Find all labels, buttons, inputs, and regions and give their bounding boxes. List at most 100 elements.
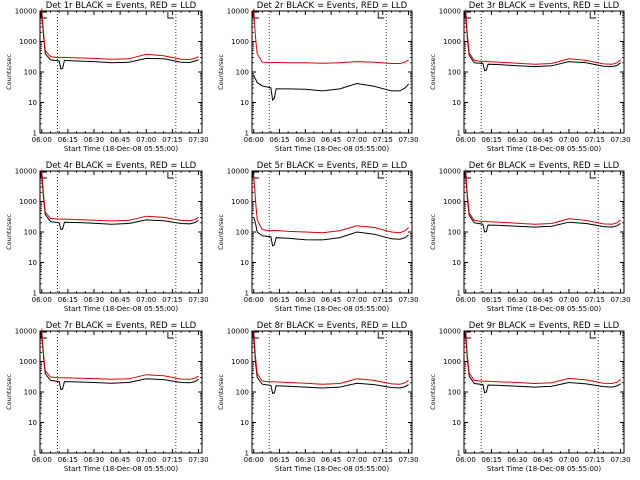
series-line-lld [465, 9, 621, 65]
x-tick-label: 07:15 [162, 296, 182, 304]
y-tick-label: 100 [24, 69, 37, 77]
x-tick-label: 06:15 [481, 456, 501, 464]
x-axis-label: Start Time (18-Dec-08 05:55:00) [275, 145, 389, 153]
x-tick-label: 06:30 [507, 456, 527, 464]
x-tick-label: 07:15 [585, 456, 605, 464]
series-line-lld [253, 173, 409, 234]
y-axis-label: Counts/sec [5, 214, 13, 250]
plot-frame [463, 10, 625, 134]
x-tick-label: 07:00 [559, 456, 579, 464]
x-tick-label: 06:30 [507, 296, 527, 304]
y-tick-label: 10000 [439, 8, 461, 16]
bracket-mark [464, 331, 471, 339]
x-tick-label: 07:15 [585, 136, 605, 144]
bracket-mark [252, 171, 259, 179]
x-tick-label: 06:15 [269, 296, 289, 304]
x-tick-label: 07:00 [559, 136, 579, 144]
panel-det-1: Det 1r BLACK = Events, RED = LLD 1 10 100 10… [5, 1, 209, 153]
y-tick-label: 1 [245, 450, 249, 458]
x-tick-label: 06:00 [32, 296, 52, 304]
y-tick-label: 1 [33, 130, 37, 138]
y-tick-label: 1000 [19, 358, 37, 366]
panel-title: Det 2r BLACK = Events, RED = LLD [257, 1, 408, 11]
plot-frame [251, 10, 413, 134]
series-line-events [465, 173, 621, 233]
x-tick-label: 07:00 [136, 136, 156, 144]
y-tick-label: 10000 [439, 328, 461, 336]
x-tick-label: 06:15 [481, 296, 501, 304]
x-tick-label: 06:00 [32, 456, 52, 464]
x-tick-label: 06:30 [295, 296, 315, 304]
x-tick-label: 06:45 [533, 136, 553, 144]
x-tick-label: 07:30 [398, 136, 418, 144]
x-tick-label: 06:45 [533, 456, 553, 464]
y-tick-label: 10 [452, 259, 461, 267]
y-tick-label: 1 [457, 130, 461, 138]
panel-det-8: Det 8r BLACK = Events, RED = LLD 1 10 100 10… [217, 321, 419, 473]
y-tick-label: 10000 [439, 168, 461, 176]
y-tick-label: 10000 [15, 8, 37, 16]
x-tick-label: 07:00 [347, 136, 367, 144]
panel-det-2: Det 2r BLACK = Events, RED = LLD 1 10 100 10… [217, 1, 419, 153]
y-axis-label: Counts/sec [429, 214, 437, 250]
x-tick-label: 06:15 [58, 296, 78, 304]
y-tick-label: 1000 [443, 198, 461, 206]
y-axis-label: Counts/sec [217, 214, 225, 250]
panel-det-4: Det 4r BLACK = Events, RED = LLD 1 10 100 10… [5, 161, 209, 313]
x-tick-label: 07:00 [559, 296, 579, 304]
panel-title: Det 3r BLACK = Events, RED = LLD [469, 1, 620, 11]
plot-frame [39, 10, 203, 134]
plot-frame [463, 170, 625, 294]
x-axis-label: Start Time (18-Dec-08 05:55:00) [487, 305, 601, 313]
x-tick-label: 06:15 [481, 136, 501, 144]
series-line-events [41, 332, 199, 391]
y-tick-label: 10 [452, 419, 461, 427]
y-tick-label: 10000 [227, 168, 249, 176]
x-tick-label: 06:15 [58, 456, 78, 464]
y-tick-label: 10000 [15, 328, 37, 336]
y-tick-label: 100 [24, 229, 37, 237]
bracket-mark [377, 172, 385, 179]
y-tick-label: 10 [28, 259, 37, 267]
x-tick-label: 06:45 [110, 296, 130, 304]
series-line-events [253, 335, 409, 395]
x-tick-label: 07:30 [610, 296, 630, 304]
x-tick-label: 07:30 [610, 136, 630, 144]
series-line-lld [253, 8, 409, 64]
x-tick-label: 07:00 [136, 296, 156, 304]
x-tick-label: 06:00 [244, 136, 264, 144]
y-tick-label: 100 [236, 389, 249, 397]
x-tick-label: 07:00 [347, 456, 367, 464]
x-tick-label: 07:30 [398, 296, 418, 304]
series-line-lld [253, 330, 409, 385]
x-tick-label: 06:00 [456, 136, 476, 144]
x-tick-label: 06:30 [84, 136, 104, 144]
series-line-lld [41, 169, 199, 222]
x-axis-label: Start Time (18-Dec-08 05:55:00) [64, 305, 178, 313]
y-axis-label: Counts/sec [5, 54, 13, 90]
series-line-events [41, 12, 199, 70]
bracket-mark [40, 331, 47, 339]
plot-frame [463, 330, 625, 454]
series-line-events [253, 217, 409, 247]
x-axis-label: Start Time (18-Dec-08 05:55:00) [275, 305, 389, 313]
x-tick-label: 06:00 [244, 296, 264, 304]
bracket-mark [167, 172, 174, 179]
y-tick-label: 10000 [227, 8, 249, 16]
x-tick-label: 06:45 [110, 136, 130, 144]
bracket-mark [252, 331, 259, 339]
x-tick-label: 06:30 [84, 456, 104, 464]
series-line-events [465, 335, 621, 394]
panel-det-5: Det 5r BLACK = Events, RED = LLD 1 10 100 10… [217, 161, 419, 313]
x-tick-label: 06:45 [321, 136, 341, 144]
y-axis-label: Counts/sec [429, 374, 437, 410]
bracket-mark [589, 332, 597, 339]
y-tick-label: 1 [33, 450, 37, 458]
y-axis-label: Counts/sec [217, 54, 225, 90]
y-tick-label: 10000 [227, 328, 249, 336]
y-tick-label: 100 [24, 389, 37, 397]
x-tick-label: 06:45 [110, 456, 130, 464]
bracket-mark [464, 11, 471, 19]
series-line-lld [41, 328, 199, 380]
